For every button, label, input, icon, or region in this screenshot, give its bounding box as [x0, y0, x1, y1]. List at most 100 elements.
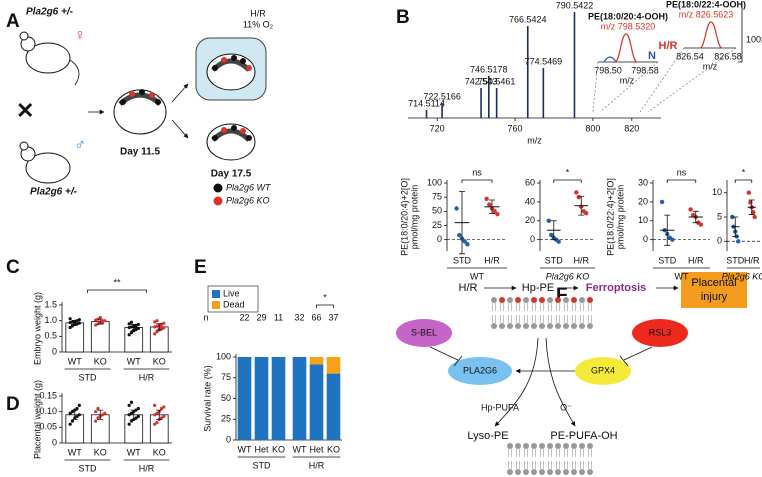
data-point [574, 190, 579, 195]
x-tick-label: H/R [688, 255, 704, 265]
lipid-head [531, 297, 537, 303]
peak-label: 742.543 [465, 76, 498, 86]
bar-segment [237, 357, 252, 440]
data-point [495, 211, 500, 217]
cross: ✕ [16, 98, 34, 123]
legend-label: Live [223, 288, 240, 298]
data-point [129, 330, 134, 335]
data-point [127, 403, 131, 407]
panel-a: Pla2g6 +/- ♀ ✕ ♂ Pla2g6 +/- Day 11.5 H/R… [16, 7, 274, 206]
lipid-head [507, 443, 513, 449]
arrow [171, 83, 189, 103]
data-point [68, 325, 72, 330]
significance-bracket [87, 289, 147, 293]
group-label: Pla2g6 KO [722, 271, 762, 281]
n-label: 29 [256, 312, 266, 322]
panel-label: C [6, 257, 20, 278]
x-tick-label: WT [238, 444, 252, 454]
lipid-head [547, 443, 553, 449]
lipid-head [515, 297, 521, 303]
inset-tick: 798.50 [594, 65, 622, 75]
lipid-head [539, 323, 545, 329]
data-point [462, 239, 467, 244]
significance-label: ** [113, 277, 121, 287]
data-point [100, 321, 105, 325]
data-point [159, 325, 164, 329]
y-tick-label: 60 [525, 177, 535, 187]
bar-segment [326, 357, 341, 374]
lipid-head [587, 323, 593, 329]
x-tick-label: WT [68, 447, 82, 457]
inset-xlabel: m/z [620, 75, 635, 85]
arrow [171, 119, 189, 139]
inhibitor [396, 319, 452, 347]
group-label: STD [79, 463, 98, 473]
x-tick-label: H/R [484, 255, 500, 265]
y-axis-label: Embryo weight (g) [32, 292, 42, 365]
data-point [96, 406, 100, 411]
inset-mz: m/z 826.5623 [679, 9, 734, 19]
x-tick-label: KO [272, 444, 285, 454]
lipid-head [515, 469, 521, 475]
mouse-tail [69, 59, 80, 86]
y-tick-label: 0 [52, 346, 57, 356]
enzyme [448, 357, 512, 385]
panel-label: B [396, 7, 410, 28]
error-bar [748, 199, 755, 215]
inset-title: PE(18:0/22:4-OOH) [666, 0, 746, 9]
lipid-head [547, 297, 553, 303]
error-bar [664, 214, 671, 246]
n-label: 22 [239, 312, 249, 322]
error-bar [156, 409, 163, 420]
data-point [556, 239, 561, 244]
y-tick-label: 25 [432, 220, 442, 230]
y-tick-label: 20 [638, 196, 648, 206]
data-point [584, 211, 589, 216]
data-point [134, 416, 138, 420]
data-point [96, 416, 100, 420]
data-point [127, 333, 131, 337]
node: injury [701, 291, 728, 303]
data-point [155, 421, 159, 425]
inset-legend: N [648, 50, 656, 62]
y-tick-label: 0 [52, 437, 57, 447]
bar [90, 321, 110, 353]
lipid-head [539, 443, 545, 449]
lipid-head [523, 323, 529, 329]
peak-label: 766.5424 [509, 14, 547, 24]
data-point [136, 322, 140, 327]
chamber-label: 11% O₂ [243, 19, 274, 29]
error-bar [578, 195, 585, 216]
x-tick-label: 720 [430, 123, 445, 133]
x-tick-label: WT [68, 356, 82, 366]
female-symbol: ♀ [74, 27, 86, 44]
data-point [549, 232, 554, 238]
peak-label: 714.5114 [408, 98, 445, 108]
data-point [454, 206, 459, 211]
data-point [492, 209, 497, 214]
inset-tick: 826.54 [676, 51, 704, 61]
zoom-label: 100x [746, 34, 762, 44]
significance-bracket [461, 179, 493, 183]
data-point [162, 414, 166, 418]
error-bar [97, 318, 104, 325]
peak-label: 750.5461 [478, 76, 516, 86]
n-title: n [203, 312, 208, 322]
peak-label: 790.5422 [556, 0, 594, 10]
y-tick-label: 75 [221, 372, 231, 382]
x-tick-label: KO [153, 447, 166, 457]
data-point [162, 321, 166, 325]
y-tick-label: 0 [530, 234, 535, 244]
y-tick-label: 100 [216, 351, 231, 361]
data-point [576, 194, 581, 200]
error-bar [130, 409, 137, 420]
bar-segment [309, 364, 324, 440]
bar-segment [309, 357, 324, 365]
x-tick-label: Het [309, 444, 324, 454]
y-axis-label: PE(18:0/22:4)+2[O] [605, 178, 615, 256]
node: O⁻ [560, 402, 572, 412]
panel-label: E [194, 257, 207, 278]
data-point [487, 202, 492, 207]
y-tick-label: 0 [437, 234, 442, 244]
node: Ferroptosis [586, 282, 647, 294]
